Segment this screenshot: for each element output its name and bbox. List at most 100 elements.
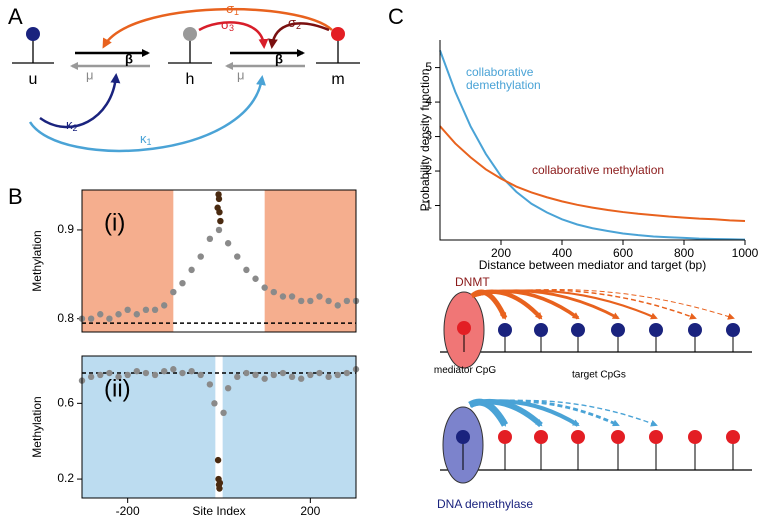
rate-symbol: κ <box>140 131 147 146</box>
point <box>188 367 195 375</box>
chart: 0.8 0.9 Methylation (i) <box>30 189 360 333</box>
point <box>142 369 150 377</box>
point <box>343 297 351 305</box>
diagram-c: DNMT mediator CpG target CpGs DNA demeth… <box>433 275 752 511</box>
enzyme-label: DNA demethylase <box>437 497 533 511</box>
point <box>298 375 305 382</box>
shaded-region <box>264 190 356 332</box>
point <box>270 371 277 379</box>
point <box>188 266 195 274</box>
point <box>97 371 104 379</box>
point <box>316 293 323 300</box>
x-axis-label: Distance between mediator and target (bp… <box>479 258 706 272</box>
y-tick-label: 1 <box>425 198 432 212</box>
point <box>106 369 113 377</box>
rate-subscript: 2 <box>73 123 78 133</box>
point <box>279 293 287 300</box>
point <box>270 288 277 296</box>
rate-symbol: σ <box>226 1 234 16</box>
line-series <box>439 125 746 223</box>
point <box>124 306 131 314</box>
point <box>179 369 186 377</box>
series-label: collaborative demethylation <box>466 66 541 92</box>
series-label-text: collaborative methylation <box>532 164 665 177</box>
point <box>224 384 232 392</box>
point <box>133 367 140 375</box>
point <box>234 373 241 381</box>
series-label: collaborative methylation <box>532 164 665 177</box>
cpg-h <box>183 27 197 41</box>
point <box>279 369 287 377</box>
diagram-a: u h m β μ β μ σ1 σ2 σ3 κ1 κ2 <box>12 1 360 152</box>
sigma2-arrow <box>267 22 330 49</box>
point <box>115 311 122 318</box>
point <box>151 371 159 379</box>
point <box>325 297 332 305</box>
y-tick-label: 2 <box>425 163 432 177</box>
sigma3-arrow <box>198 21 269 49</box>
cpg-m <box>331 27 345 41</box>
x-tick-label: 1000 <box>732 246 759 260</box>
y-axis-label: Probability density function <box>418 69 432 212</box>
point <box>252 371 259 379</box>
x-tick-label: 200 <box>300 504 320 518</box>
line-series <box>439 49 746 241</box>
point <box>298 297 305 305</box>
point <box>179 279 186 287</box>
y-tick-label: 0.8 <box>57 311 74 325</box>
rate-label: κ1 <box>140 131 152 147</box>
target-cpg <box>534 430 548 444</box>
target-cpg <box>498 323 512 337</box>
point <box>215 226 223 234</box>
point <box>161 367 168 375</box>
target-cpg <box>649 323 663 337</box>
x-axis-label: Site Index <box>192 504 245 518</box>
target-cpg <box>611 430 625 444</box>
x-tick-label: 200 <box>491 246 511 260</box>
point <box>97 311 104 318</box>
mediator-label: mediator CpG <box>433 365 497 376</box>
rate-label: μ <box>237 67 245 82</box>
chart: 0.2 0.6 -200 200 Methylation Site Index (ii) <box>30 355 360 518</box>
rate-symbol: κ <box>66 117 73 132</box>
mediator-label-text: mediator CpG <box>433 365 497 376</box>
point <box>325 373 332 381</box>
point <box>87 315 95 322</box>
y-tick-label: 0.2 <box>57 471 74 485</box>
x-tick-label: -200 <box>116 504 140 518</box>
point <box>252 275 259 282</box>
point <box>215 195 223 203</box>
x-tick-label: 400 <box>552 246 572 260</box>
target-cpg <box>534 323 548 337</box>
rate-label: β <box>275 51 283 66</box>
y-tick-label: 0.9 <box>57 222 74 236</box>
panel-label: B <box>8 184 23 209</box>
point <box>124 371 131 379</box>
x-tick-label: 800 <box>674 246 694 260</box>
panel-sublabel: (i) <box>104 209 125 236</box>
series-label-text: collaborative demethylation <box>466 66 541 92</box>
point <box>106 315 113 322</box>
point <box>133 311 140 318</box>
point <box>170 288 177 296</box>
point <box>343 369 351 377</box>
target-cpg <box>649 430 663 444</box>
point <box>197 253 204 260</box>
point <box>261 375 268 382</box>
cpg-u <box>26 27 40 41</box>
rate-label: μ <box>86 67 94 82</box>
shaded-region <box>82 356 216 498</box>
mediator-cpg <box>456 430 470 444</box>
point <box>170 366 177 373</box>
target-cpg <box>571 323 585 337</box>
rate-label: σ2 <box>288 15 301 31</box>
mediator-cpg <box>457 321 471 335</box>
methylation-arrow <box>471 289 620 320</box>
point <box>214 456 222 464</box>
point <box>243 369 250 377</box>
target-cpg <box>726 430 740 444</box>
y-axis-label: Methylation <box>30 230 44 291</box>
shaded-region <box>222 356 356 498</box>
panel-label: A <box>8 4 23 29</box>
rate-symbol: σ <box>288 15 296 30</box>
